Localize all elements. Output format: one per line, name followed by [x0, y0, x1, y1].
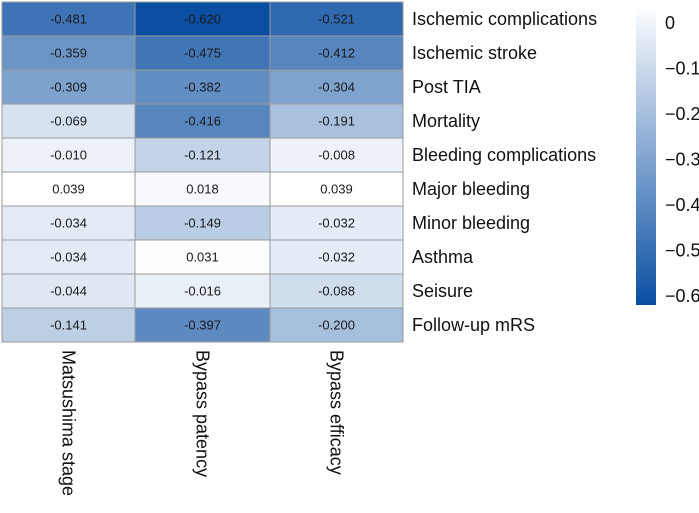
row-label: Bleeding complications	[412, 145, 596, 165]
column-label: Bypass efficacy	[327, 350, 347, 475]
column-label: Bypass patency	[193, 350, 213, 477]
heatmap-cell	[269, 307, 404, 343]
cell-value-label: -0.008	[318, 148, 355, 163]
heatmap-cell	[1, 205, 136, 241]
row-label: Major bleeding	[412, 179, 530, 199]
cell-value-label: -0.191	[318, 114, 355, 129]
heatmap-cell	[1, 103, 136, 139]
heatmap-cell	[1, 239, 136, 275]
colorbar-tick-label: −0.2	[665, 104, 699, 124]
cell-value-label: -0.304	[318, 80, 355, 95]
heatmap-cell	[1, 171, 136, 207]
cell-value-label: -0.034	[50, 250, 87, 265]
cell-value-label: -0.088	[318, 284, 355, 299]
heatmap-cell	[269, 35, 404, 71]
row-label: Follow-up mRS	[412, 315, 535, 335]
cell-value-label: -0.412	[318, 46, 355, 61]
heatmap-cell	[1, 307, 136, 343]
heatmap-cell	[134, 1, 271, 37]
cell-value-label: -0.044	[50, 284, 87, 299]
colorbar: 0 −0.1 −0.2 −0.3 −0.4 −0.5 −0.6	[636, 5, 699, 306]
cell-value-label: -0.032	[318, 216, 355, 231]
heatmap-cell	[1, 273, 136, 309]
heatmap-cell	[269, 239, 404, 275]
cell-value-label: -0.034	[50, 216, 87, 231]
cell-value-label: -0.032	[318, 250, 355, 265]
cell-value-label: -0.620	[184, 12, 221, 27]
cell-value-label: -0.016	[184, 284, 221, 299]
heatmap-cell	[134, 239, 271, 275]
cell-value-label: 0.031	[186, 250, 219, 265]
heatmap-cells: -0.481 -0.620 -0.521 -0.359 -0.475 -0.412 -0.3…	[1, 1, 404, 343]
cell-value-label: 0.039	[320, 182, 353, 197]
heatmap-cell	[134, 171, 271, 207]
cell-value-label: -0.521	[318, 12, 355, 27]
colorbar-tick-label: −0.1	[665, 59, 699, 79]
heatmap-cell	[134, 307, 271, 343]
cell-value-label: -0.200	[318, 318, 355, 333]
row-label: Seisure	[412, 281, 473, 301]
heatmap-cell	[269, 171, 404, 207]
cell-value-label: -0.481	[50, 12, 87, 27]
cell-value-label: -0.121	[184, 148, 221, 163]
row-label: Asthma	[412, 247, 474, 267]
heatmap-cell	[269, 273, 404, 309]
heatmap-cell	[269, 103, 404, 139]
cell-value-label: -0.010	[50, 148, 87, 163]
column-label: Matsushima stage	[59, 350, 79, 496]
cell-value-label: -0.397	[184, 318, 221, 333]
row-label: Minor bleeding	[412, 213, 530, 233]
colorbar-gradient	[636, 5, 656, 305]
row-label: Post TIA	[412, 77, 481, 97]
cell-value-label: -0.382	[184, 80, 221, 95]
cell-value-label: -0.141	[50, 318, 87, 333]
cell-value-label: -0.359	[50, 46, 87, 61]
row-label: Ischemic complications	[412, 9, 597, 29]
cell-value-label: -0.475	[184, 46, 221, 61]
colorbar-tick-label: −0.4	[665, 195, 699, 215]
cell-value-label: -0.069	[50, 114, 87, 129]
heatmap-cell	[134, 137, 271, 173]
row-label: Mortality	[412, 111, 480, 131]
colorbar-tick-label: 0	[665, 13, 675, 33]
colorbar-tick-label: −0.6	[665, 286, 699, 306]
cell-value-label: 0.039	[52, 182, 85, 197]
row-labels: Ischemic complications Ischemic stroke Pos…	[412, 9, 597, 335]
heatmap-cell	[269, 205, 404, 241]
column-labels: Matsushima stage Bypass patency Bypass eff…	[59, 350, 347, 496]
colorbar-tick-label: −0.5	[665, 240, 699, 260]
heatmap-cell	[134, 205, 271, 241]
heatmap-cell	[1, 1, 136, 37]
colorbar-tick-label: −0.3	[665, 150, 699, 170]
cell-value-label: -0.309	[50, 80, 87, 95]
heatmap-cell	[134, 69, 271, 105]
cell-value-label: -0.416	[184, 114, 221, 129]
cell-value-label: -0.149	[184, 216, 221, 231]
heatmap-cell	[269, 1, 404, 37]
row-label: Ischemic stroke	[412, 43, 537, 63]
cell-value-label: 0.018	[186, 182, 219, 197]
